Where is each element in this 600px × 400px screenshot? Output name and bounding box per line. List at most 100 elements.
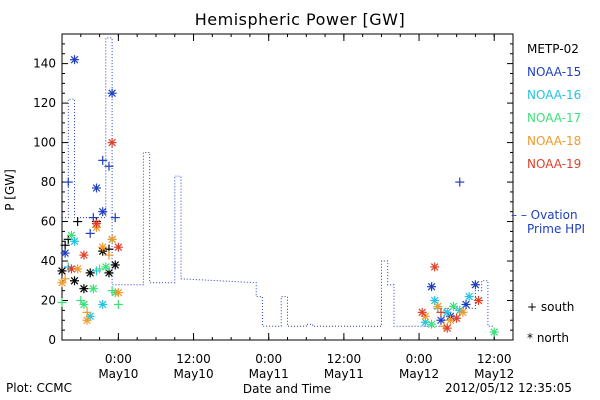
north-star-marker-noaa-16 bbox=[70, 236, 80, 246]
legend-item-noaa-15: NOAA-15 bbox=[527, 65, 582, 79]
marker-stroke bbox=[443, 324, 452, 332]
north-star-marker-noaa-17 bbox=[88, 284, 98, 294]
chart-title: Hemispheric Power [GW] bbox=[194, 10, 406, 29]
marker-stroke bbox=[111, 261, 120, 269]
south-plus-marker-noaa-15 bbox=[110, 213, 120, 223]
marker-stroke bbox=[465, 292, 473, 301]
north-star-marker-noaa-18 bbox=[107, 234, 117, 244]
north-star-marker-noaa-19 bbox=[66, 264, 76, 274]
marker-stroke bbox=[70, 237, 79, 246]
ovation-legend-label-2: Prime HPI bbox=[527, 222, 585, 236]
south-plus-marker-noaa-15 bbox=[455, 177, 465, 187]
south-plus-marker-noaa-18 bbox=[82, 307, 92, 317]
marker-stroke bbox=[421, 312, 430, 321]
north-star-marker-metp-02 bbox=[70, 276, 80, 286]
south-plus-marker-noaa-15 bbox=[104, 161, 114, 171]
north-star-marker-metp-02 bbox=[79, 284, 89, 294]
north-star-marker-noaa-15 bbox=[107, 88, 117, 98]
marker-stroke bbox=[73, 265, 82, 273]
satellite-observations bbox=[57, 55, 499, 337]
marker-stroke bbox=[80, 284, 88, 293]
marker-stroke bbox=[430, 263, 439, 271]
plot-axes: 0204060801001201400:00May1012:00May100:0… bbox=[33, 33, 514, 381]
marker-stroke bbox=[108, 138, 116, 147]
north-star-marker-noaa-17 bbox=[79, 299, 89, 309]
x-tick-label-date: May12 bbox=[399, 367, 439, 381]
marker-stroke bbox=[70, 55, 79, 64]
marker-stroke bbox=[455, 306, 464, 315]
marker-stroke bbox=[462, 300, 470, 309]
y-tick-label: 40 bbox=[41, 254, 56, 268]
ovation-prime-hpi-series bbox=[62, 37, 495, 327]
south-plus-marker-noaa-18 bbox=[104, 250, 114, 260]
marker-stroke bbox=[98, 207, 107, 216]
y-tick-label: 80 bbox=[41, 175, 56, 189]
y-tick-label: 120 bbox=[33, 96, 56, 110]
marker-stroke bbox=[449, 302, 458, 311]
south-plus-marker-noaa-15 bbox=[63, 177, 73, 187]
north-star-marker-noaa-18 bbox=[113, 288, 123, 298]
north-star-marker-noaa-15 bbox=[427, 282, 437, 292]
ovation-prime-hpi-line bbox=[62, 37, 495, 327]
marker-stroke bbox=[58, 278, 66, 287]
north-star-marker-noaa-17 bbox=[427, 319, 437, 329]
north-star-marker-noaa-17 bbox=[448, 301, 458, 311]
y-axis-label: P [GW] bbox=[3, 169, 17, 211]
plot-credit: Plot: CCMC bbox=[6, 381, 72, 395]
north-star-marker-noaa-15 bbox=[60, 248, 70, 258]
marker-stroke bbox=[443, 308, 452, 317]
x-tick-label-time: 0:00 bbox=[406, 352, 433, 366]
north-marker-legend: * north bbox=[527, 331, 570, 345]
north-star-marker-noaa-19 bbox=[430, 262, 440, 272]
north-star-marker-noaa-18 bbox=[98, 242, 108, 252]
marker-stroke bbox=[490, 328, 499, 336]
ovation-legend-dash: – – bbox=[511, 208, 527, 222]
x-tick-label-time: 12:00 bbox=[477, 352, 512, 366]
marker-stroke bbox=[67, 231, 76, 240]
marker-stroke bbox=[471, 280, 480, 289]
south-plus-marker-metp-02 bbox=[73, 217, 83, 227]
ovation-legend: – – Ovation bbox=[511, 208, 578, 222]
north-star-marker-noaa-15 bbox=[91, 183, 101, 193]
south-plus-marker-noaa-15 bbox=[98, 155, 108, 165]
north-star-marker-noaa-17 bbox=[101, 262, 111, 272]
north-star-marker-noaa-18 bbox=[82, 315, 92, 325]
x-axis-label: Date and Time bbox=[243, 382, 331, 396]
marker-stroke bbox=[105, 269, 113, 277]
north-star-marker-noaa-19 bbox=[442, 323, 452, 333]
north-star-marker-metp-02 bbox=[85, 268, 95, 278]
y-tick-label: 20 bbox=[41, 294, 56, 308]
y-tick-label: 100 bbox=[33, 136, 56, 150]
marker-stroke bbox=[98, 243, 107, 252]
x-tick-label-date: May12 bbox=[474, 367, 514, 381]
north-star-marker-noaa-19 bbox=[107, 138, 117, 148]
marker-stroke bbox=[102, 263, 110, 271]
marker-stroke bbox=[418, 308, 426, 317]
marker-stroke bbox=[452, 314, 461, 323]
marker-stroke bbox=[92, 219, 101, 228]
marker-stroke bbox=[459, 308, 467, 317]
legend-item-noaa-16: NOAA-16 bbox=[527, 88, 582, 102]
marker-stroke bbox=[114, 288, 123, 297]
north-star-marker-metp-02 bbox=[57, 266, 67, 276]
south-plus-marker-noaa-17 bbox=[57, 297, 67, 307]
south-plus-marker-metp-02 bbox=[60, 240, 70, 250]
north-star-marker-noaa-19 bbox=[113, 242, 123, 252]
south-plus-marker-noaa-17 bbox=[95, 264, 105, 274]
marker-stroke bbox=[83, 316, 91, 325]
marker-stroke bbox=[89, 284, 98, 293]
north-star-marker-noaa-15 bbox=[70, 55, 80, 65]
y-tick-label: 60 bbox=[41, 215, 56, 229]
marker-stroke bbox=[80, 300, 88, 309]
south-plus-marker-noaa-17 bbox=[113, 299, 123, 309]
marker-stroke bbox=[430, 296, 439, 305]
north-star-marker-noaa-18 bbox=[458, 307, 468, 317]
marker-stroke bbox=[61, 249, 69, 257]
north-star-marker-noaa-16 bbox=[98, 299, 108, 309]
marker-stroke bbox=[67, 265, 76, 273]
y-tick-label: 140 bbox=[33, 57, 56, 71]
marker-stroke bbox=[474, 296, 483, 305]
north-star-marker-metp-02 bbox=[110, 260, 120, 270]
marker-stroke bbox=[437, 316, 445, 325]
